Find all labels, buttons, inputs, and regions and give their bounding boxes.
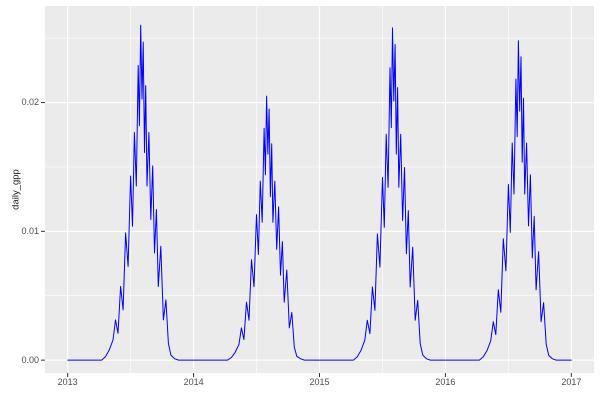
y-tick-label: 0.01 [21, 225, 39, 236]
y-axis-title: daily_gpp [10, 169, 22, 210]
x-tick-label: 2013 [57, 377, 78, 387]
y-tick-label: 0.00 [21, 354, 39, 365]
x-tick-label: 2014 [183, 377, 204, 387]
x-tick-label: 2015 [309, 377, 330, 387]
x-tick-label: 2016 [435, 377, 456, 387]
x-tick-label: 2017 [561, 377, 582, 387]
y-tick-label: 0.02 [21, 97, 39, 108]
daily-gpp-line [67, 24, 572, 361]
